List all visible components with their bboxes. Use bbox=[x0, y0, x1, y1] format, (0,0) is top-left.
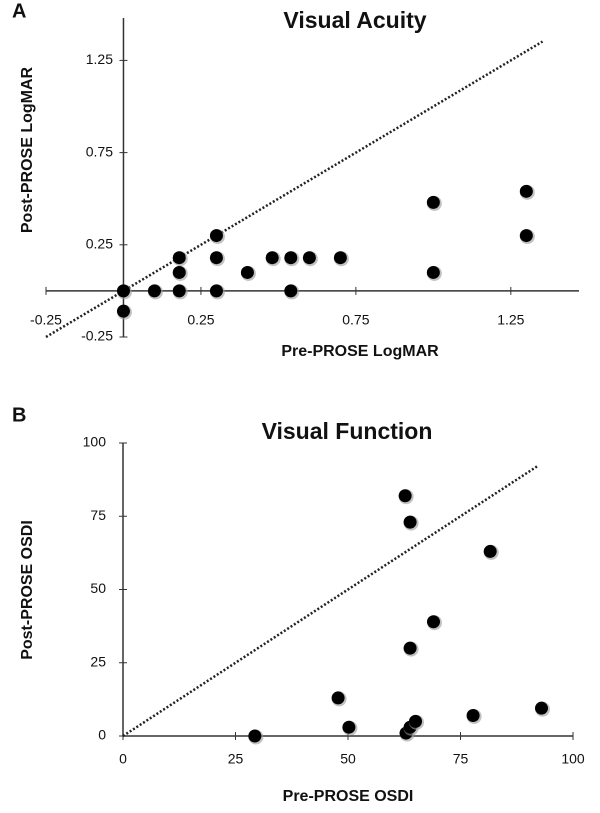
y-tick-label: 25 bbox=[90, 653, 106, 669]
point bbox=[284, 251, 298, 265]
point bbox=[284, 284, 298, 298]
point bbox=[403, 515, 417, 529]
point bbox=[172, 251, 186, 265]
point bbox=[209, 229, 223, 243]
x-tick-label: 25 bbox=[228, 751, 244, 767]
point bbox=[209, 284, 223, 298]
x-axis-label: Pre-PROSE LogMAR bbox=[281, 343, 439, 360]
point bbox=[466, 708, 480, 722]
y-tick-label: 50 bbox=[90, 580, 106, 596]
point bbox=[333, 251, 347, 265]
point bbox=[342, 720, 356, 734]
point bbox=[248, 729, 262, 743]
x-tick-label: 50 bbox=[340, 751, 356, 767]
point bbox=[240, 265, 254, 279]
point bbox=[519, 229, 533, 243]
point bbox=[265, 251, 279, 265]
point bbox=[483, 544, 497, 558]
y-tick-label: 100 bbox=[83, 434, 107, 450]
x-tick-label: 1.25 bbox=[497, 312, 524, 328]
y-tick-label: 0.25 bbox=[86, 236, 113, 252]
x-tick-label: 75 bbox=[453, 751, 469, 767]
y-tick-label: 1.25 bbox=[86, 51, 113, 67]
point bbox=[426, 195, 440, 209]
point bbox=[398, 489, 412, 503]
x-tick-label: -0.25 bbox=[30, 312, 62, 328]
point bbox=[519, 184, 533, 198]
x-tick-label: 0 bbox=[119, 751, 127, 767]
panel-label: A bbox=[12, 0, 26, 22]
chart-title: Visual Acuity bbox=[283, 7, 426, 33]
point bbox=[172, 265, 186, 279]
x-axis-label: Pre-PROSE OSDI bbox=[283, 788, 414, 805]
point bbox=[427, 615, 440, 629]
point bbox=[116, 284, 130, 298]
point bbox=[535, 701, 548, 715]
point bbox=[147, 284, 161, 298]
y-tick-label: 0.75 bbox=[86, 143, 113, 159]
y-axis-label: Post-PROSE OSDI bbox=[19, 520, 36, 660]
panel-label: B bbox=[12, 404, 26, 426]
x-tick-label: 0.75 bbox=[342, 312, 369, 328]
y-axis-label: Post-PROSE LogMAR bbox=[19, 66, 36, 233]
chart-title: Visual Function bbox=[262, 418, 433, 444]
point bbox=[172, 284, 186, 298]
point bbox=[302, 251, 316, 265]
y-tick-label: -0.25 bbox=[81, 328, 113, 344]
point bbox=[116, 304, 130, 318]
x-tick-label: 100 bbox=[561, 751, 585, 767]
point bbox=[426, 265, 440, 279]
x-tick-label: 0.25 bbox=[187, 312, 214, 328]
y-tick-label: 75 bbox=[90, 507, 106, 523]
identity-line bbox=[122, 465, 538, 738]
point bbox=[409, 714, 422, 728]
point bbox=[209, 251, 223, 265]
point bbox=[403, 641, 417, 655]
point bbox=[331, 691, 345, 705]
y-tick-label: 0 bbox=[98, 727, 106, 743]
